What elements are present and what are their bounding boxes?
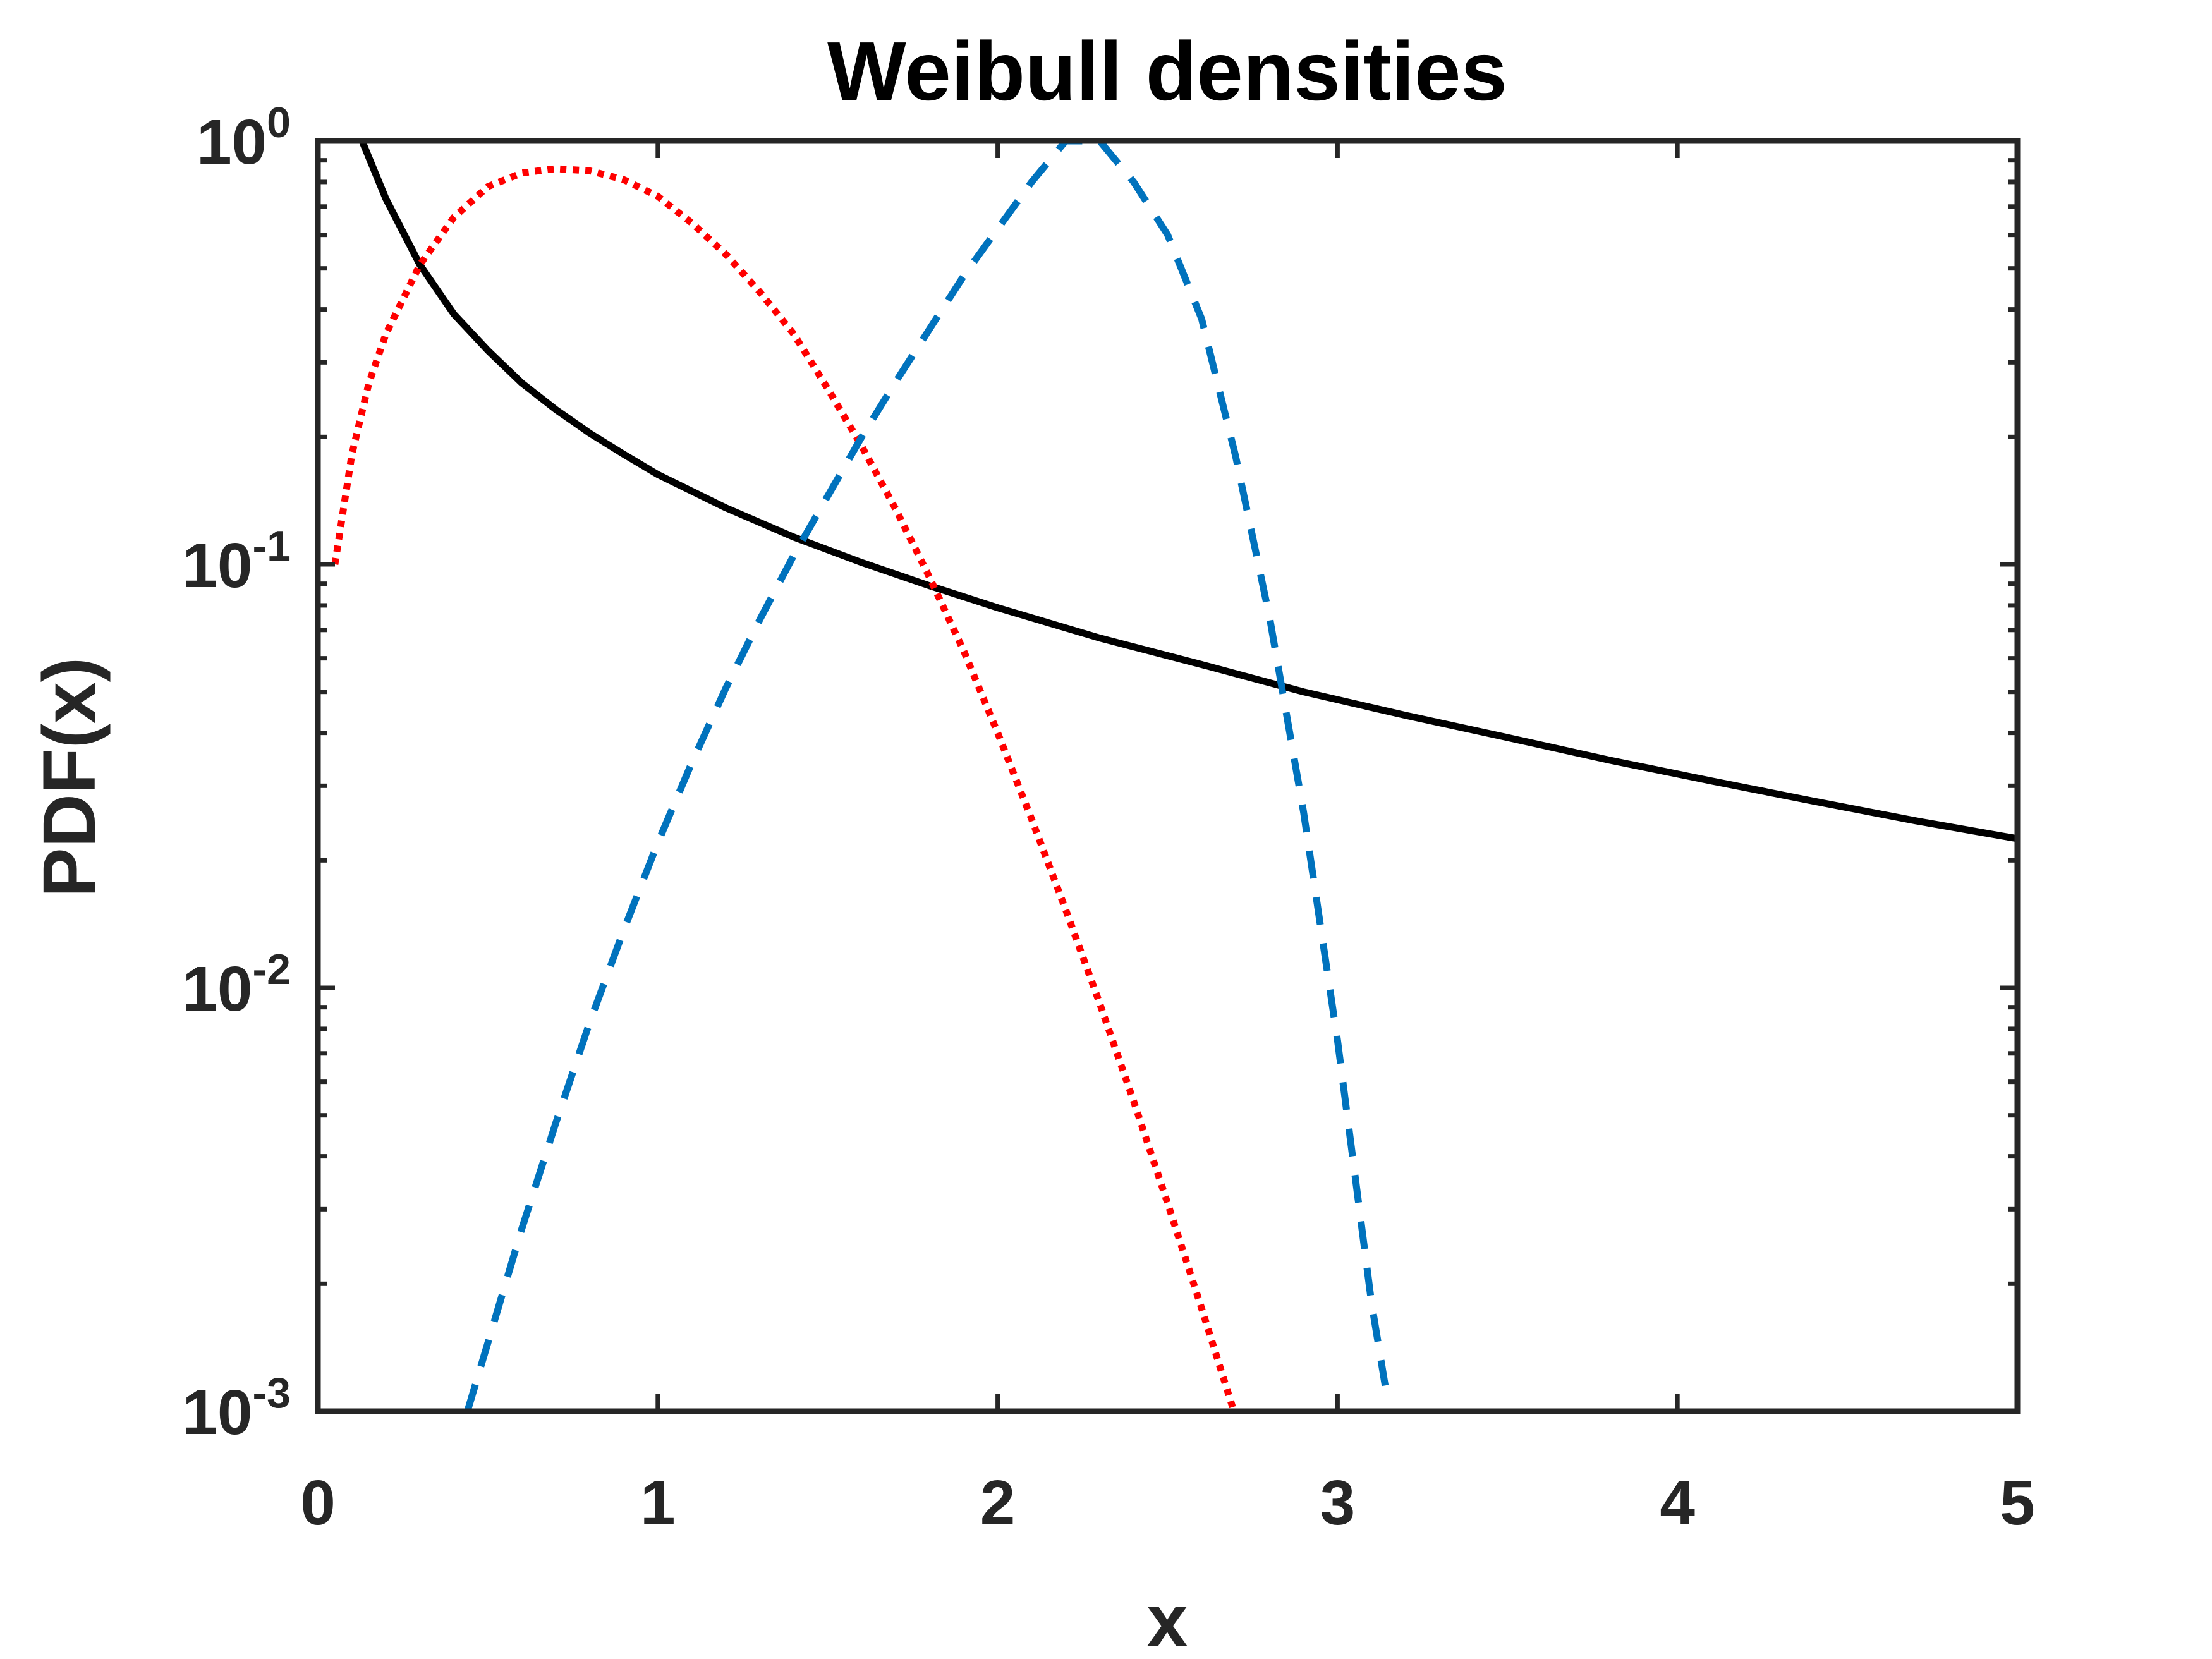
x-tick-labels: 0 1 2 3 4 5 — [300, 1468, 2035, 1538]
y-tick-labels: 100 10-1 10-2 10-3 — [182, 99, 291, 1448]
x-tick-label: 2 — [980, 1468, 1016, 1538]
y-tick-label: 10-2 — [182, 945, 291, 1024]
y-tick-label: 10-3 — [182, 1369, 291, 1448]
series-layer — [331, 141, 2017, 1411]
series-line-dotted — [331, 165, 1318, 1411]
x-tick-label: 4 — [1660, 1468, 1695, 1538]
x-tick-label: 1 — [640, 1468, 676, 1538]
x-tick-label: 5 — [2000, 1468, 2035, 1538]
y-tick-label: 10-1 — [182, 522, 291, 601]
chart-title: Weibull densities — [827, 25, 1507, 118]
ticks-layer — [315, 138, 2020, 1414]
x-tick-label: 3 — [1320, 1468, 1356, 1538]
y-tick-label: 100 — [197, 99, 291, 178]
x-tick-label: 0 — [300, 1468, 336, 1538]
series-line-dashed — [464, 141, 1389, 1411]
series-line-solid — [358, 141, 2017, 842]
plot-frame — [315, 138, 2021, 1414]
y-axis-label: PDF(x) — [28, 657, 111, 897]
x-axis-label: x — [1146, 1579, 1188, 1659]
